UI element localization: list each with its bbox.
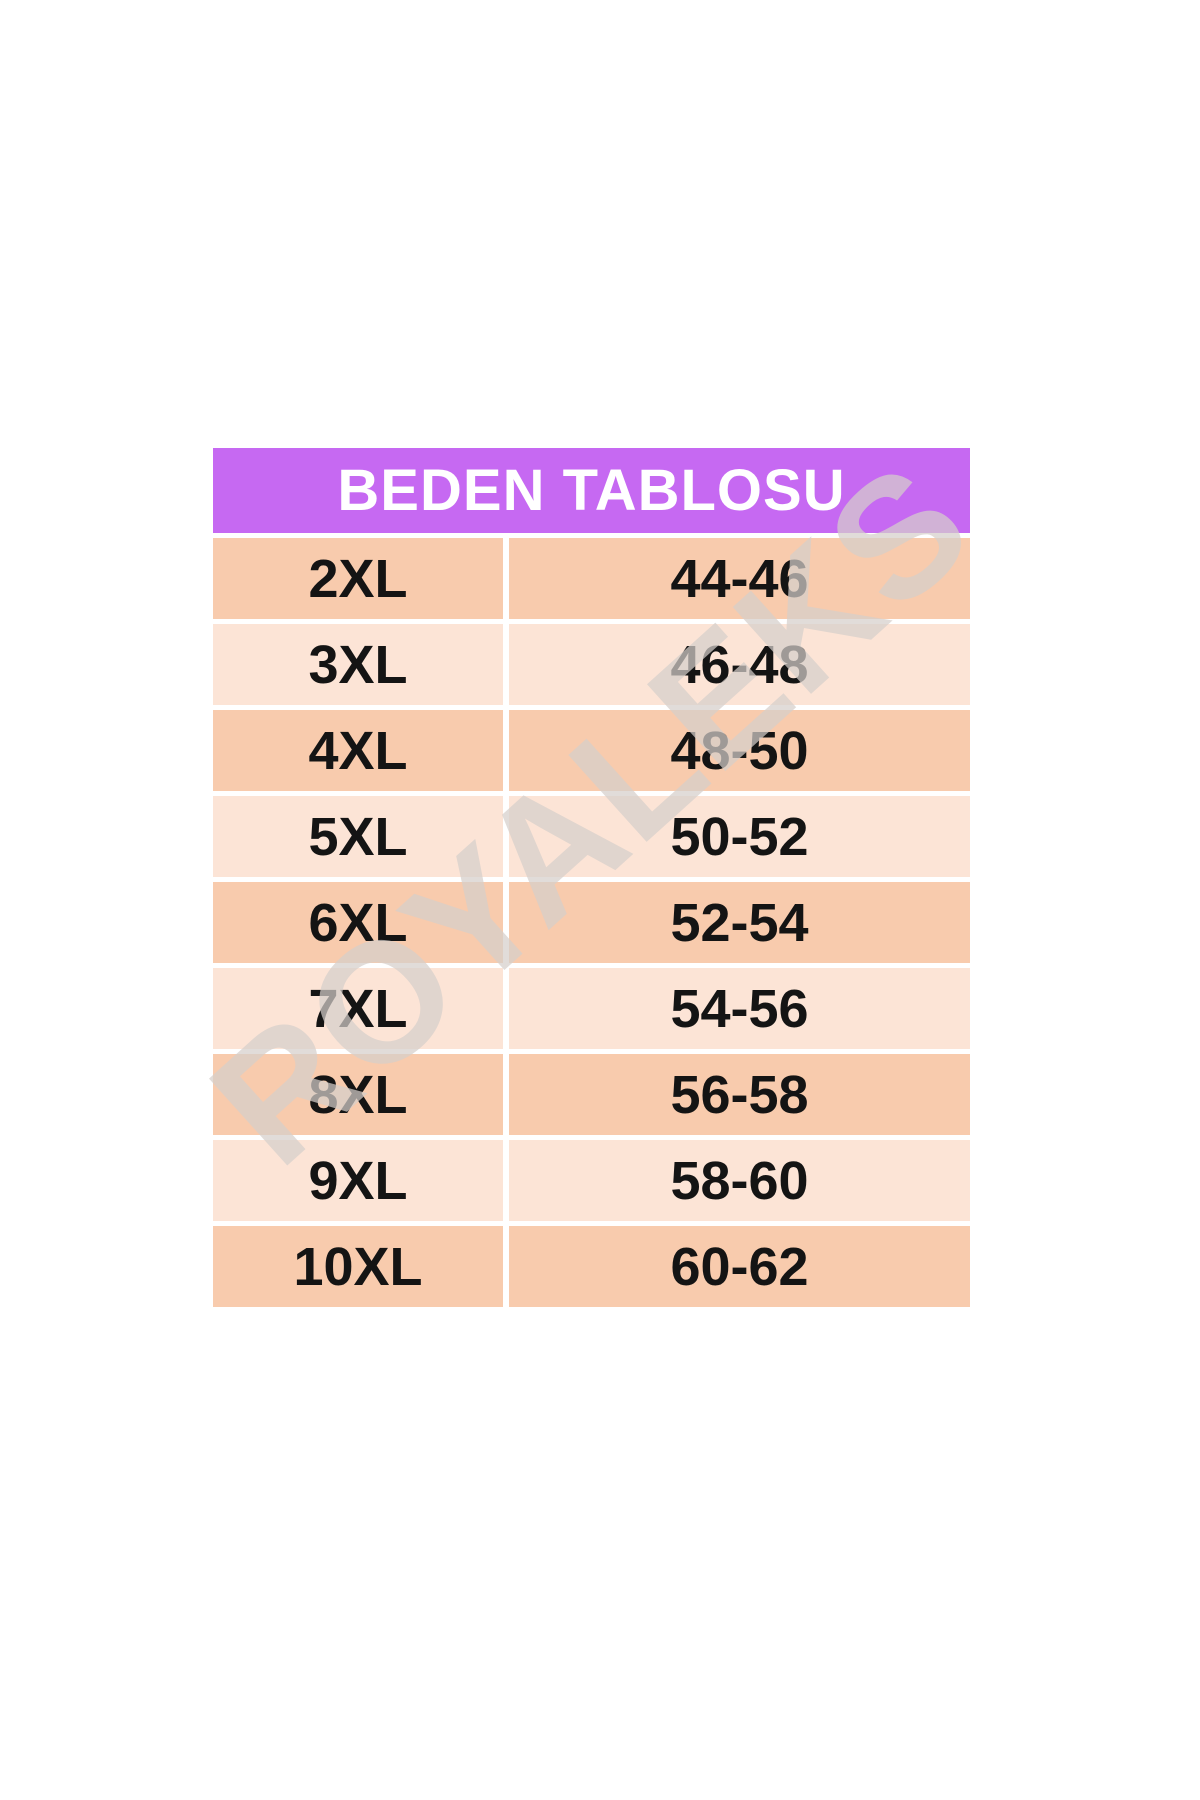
table-row: 6XL 52-54 [213,882,970,963]
size-table: BEDEN TABLOSU 2XL 44-46 3XL 46-48 4XL 48… [213,448,970,1307]
range-cell: 44-46 [509,538,970,619]
range-cell: 46-48 [509,624,970,705]
size-cell: 6XL [213,882,503,963]
range-cell: 60-62 [509,1226,970,1307]
range-cell: 52-54 [509,882,970,963]
table-header: BEDEN TABLOSU [213,448,970,533]
table-row: 2XL 44-46 [213,538,970,619]
range-cell: 50-52 [509,796,970,877]
range-cell: 48-50 [509,710,970,791]
table-row: 4XL 48-50 [213,710,970,791]
table-rows: 2XL 44-46 3XL 46-48 4XL 48-50 5XL 50-52 … [213,538,970,1307]
table-row: 9XL 58-60 [213,1140,970,1221]
table-row: 3XL 46-48 [213,624,970,705]
size-cell: 3XL [213,624,503,705]
range-cell: 58-60 [509,1140,970,1221]
table-row: 7XL 54-56 [213,968,970,1049]
size-cell: 4XL [213,710,503,791]
table-title: BEDEN TABLOSU [337,458,846,523]
table-row: 8XL 56-58 [213,1054,970,1135]
table-row: 10XL 60-62 [213,1226,970,1307]
size-cell: 8XL [213,1054,503,1135]
size-cell: 10XL [213,1226,503,1307]
size-cell: 9XL [213,1140,503,1221]
range-cell: 56-58 [509,1054,970,1135]
range-cell: 54-56 [509,968,970,1049]
table-row: 5XL 50-52 [213,796,970,877]
size-cell: 5XL [213,796,503,877]
size-cell: 7XL [213,968,503,1049]
size-cell: 2XL [213,538,503,619]
